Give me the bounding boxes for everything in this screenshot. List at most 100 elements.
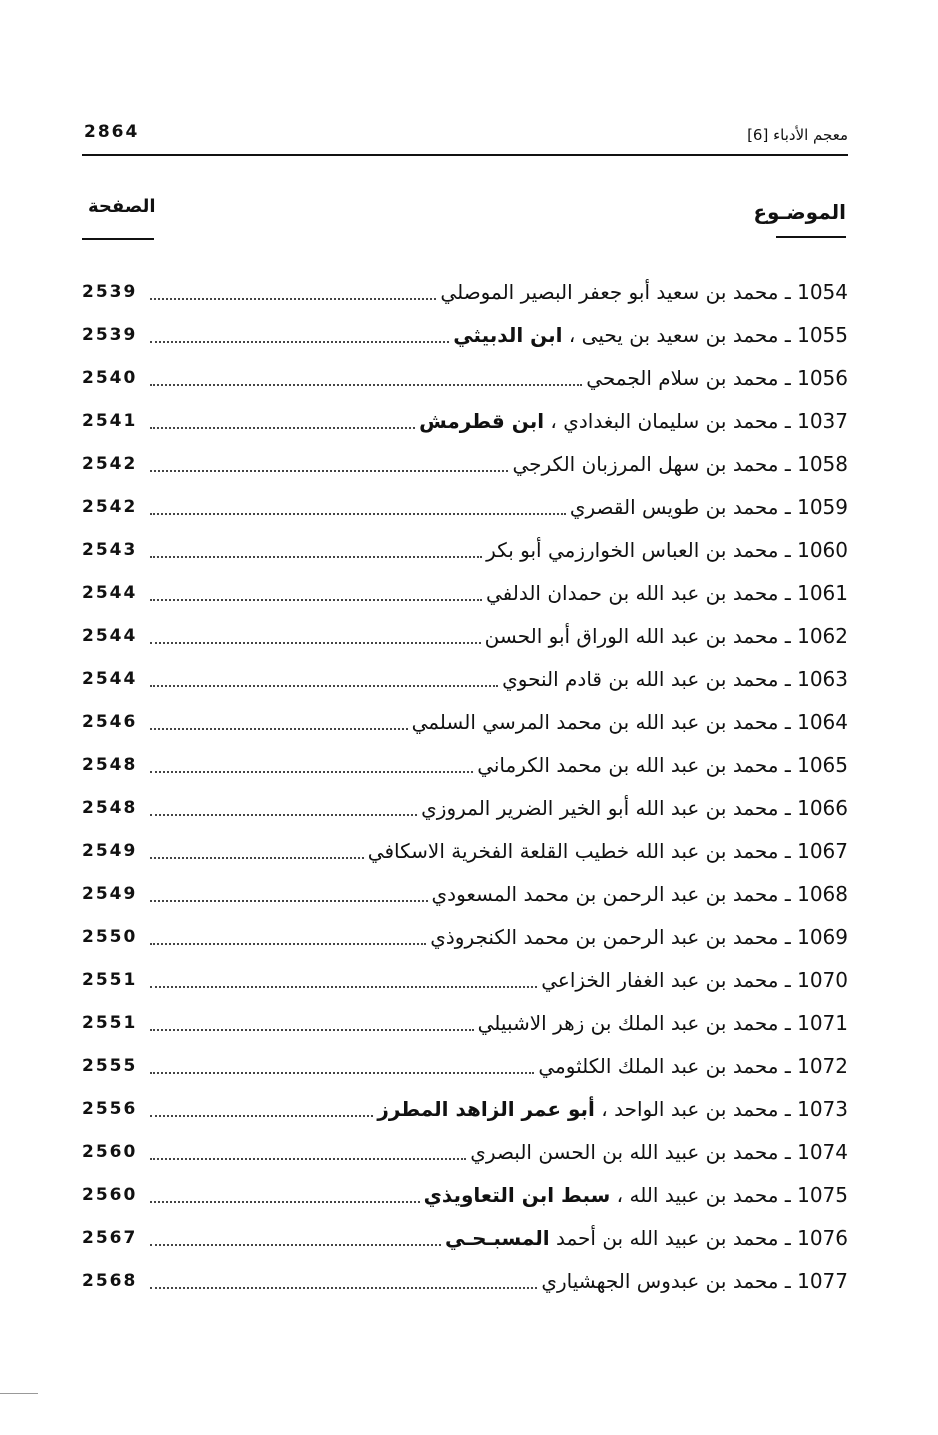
entry-page: 2546 bbox=[82, 711, 138, 732]
entry-number: 1073 bbox=[797, 1096, 848, 1121]
entry-page: 2544 bbox=[82, 582, 138, 603]
entry-text: 1073 ـ محمد بن عبد الواحد ، أبو عمر الزا… bbox=[377, 1096, 848, 1121]
entry-number: 1060 bbox=[797, 537, 848, 562]
entry-page: 2541 bbox=[82, 410, 138, 431]
entry-page: 2560 bbox=[82, 1184, 138, 1205]
header-rule bbox=[82, 154, 848, 156]
entry-page: 2549 bbox=[82, 840, 138, 861]
entry-text: 1077 ـ محمد بن عبدوس الجهشياري bbox=[541, 1268, 848, 1293]
dot-leader bbox=[150, 671, 499, 687]
entry-page: 2551 bbox=[82, 1012, 138, 1033]
dot-leader bbox=[150, 1101, 374, 1117]
entry-number: 1066 bbox=[797, 795, 848, 820]
entry-number: 1067 bbox=[797, 838, 848, 863]
toc-entry: 1064 ـ محمد بن عبد الله بن محمد المرسي ا… bbox=[82, 700, 848, 743]
entry-text: 1063 ـ محمد بن عبد الله بن قادم النحوي bbox=[502, 666, 848, 691]
entry-title: محمد بن عبيد الله بن أحمد bbox=[549, 1225, 779, 1250]
entry-page: 2543 bbox=[82, 539, 138, 560]
entry-title: محمد بن عبيد الله ، bbox=[610, 1182, 779, 1207]
entry-page: 2551 bbox=[82, 969, 138, 990]
toc-entry: 1068 ـ محمد بن عبد الرحمن بن محمد المسعو… bbox=[82, 872, 848, 915]
page-number: 2864 bbox=[84, 122, 140, 142]
entry-title: محمد بن عبيد الله بن الحسن البصري bbox=[470, 1139, 779, 1164]
entry-title: محمد بن سهل المرزبان الكرجي bbox=[512, 451, 779, 476]
toc-entry: 1061 ـ محمد بن عبد الله بن حمدان الدلفي 2… bbox=[82, 571, 848, 614]
dot-leader bbox=[150, 370, 583, 386]
dot-leader bbox=[150, 886, 428, 902]
dot-leader bbox=[150, 628, 481, 644]
entry-text: 1037 ـ محمد بن سليمان البغدادي ، ابن قطر… bbox=[419, 408, 848, 433]
entry-page: 2548 bbox=[82, 754, 138, 775]
entry-page: 2542 bbox=[82, 496, 138, 517]
topic-heading-underline bbox=[776, 236, 846, 238]
entry-number: 1064 bbox=[797, 709, 848, 734]
topic-column-heading: الموضـوع bbox=[753, 200, 846, 224]
page-heading-underline bbox=[82, 238, 154, 240]
toc-list: 1054 ـ محمد بن سعيد أبو جعفر البصير المو… bbox=[82, 270, 848, 1302]
entry-title: محمد بن عبد الرحمن بن محمد المسعودي bbox=[431, 881, 779, 906]
entry-page: 2567 bbox=[82, 1227, 138, 1248]
dot-leader bbox=[150, 327, 450, 343]
entry-number: 1063 bbox=[797, 666, 848, 691]
toc-entry: 1072 ـ محمد بن عبد الملك الكلثومي 2555 bbox=[82, 1044, 848, 1087]
toc-entry: 1037 ـ محمد بن سليمان البغدادي ، ابن قطر… bbox=[82, 399, 848, 442]
entry-title-bold: ابن قطرمش bbox=[419, 408, 545, 433]
dot-leader bbox=[150, 757, 474, 773]
entry-title: محمد بن عبدوس الجهشياري bbox=[541, 1268, 779, 1293]
entry-title: محمد بن عبد الله بن محمد المرسي السلمي bbox=[411, 709, 779, 734]
entry-number: 1062 bbox=[797, 623, 848, 648]
entry-title: محمد بن عبد الواحد ، bbox=[594, 1096, 779, 1121]
entry-number: 1070 bbox=[797, 967, 848, 992]
entry-text: 1061 ـ محمد بن عبد الله بن حمدان الدلفي bbox=[485, 580, 848, 605]
entry-number: 1058 bbox=[797, 451, 848, 476]
entry-title-bold: المسبـحـي bbox=[445, 1225, 550, 1250]
entry-title: محمد بن عبد الرحمن بن محمد الكنجروذي bbox=[430, 924, 779, 949]
entry-page: 2539 bbox=[82, 324, 138, 345]
entry-title: محمد بن عبد الغفار الخزاعي bbox=[541, 967, 779, 992]
dot-leader bbox=[150, 1187, 420, 1203]
toc-entry: 1069 ـ محمد بن عبد الرحمن بن محمد الكنجر… bbox=[82, 915, 848, 958]
entry-page: 2550 bbox=[82, 926, 138, 947]
dot-leader bbox=[150, 456, 509, 472]
toc-entry: 1076 ـ محمد بن عبيد الله بن أحمد المسبـح… bbox=[82, 1216, 848, 1259]
dot-leader bbox=[150, 1230, 442, 1246]
entry-text: 1067 ـ محمد بن عبد الله خطيب القلعة الفخ… bbox=[367, 838, 848, 863]
entry-text: 1076 ـ محمد بن عبيد الله بن أحمد المسبـح… bbox=[445, 1225, 848, 1250]
entry-page: 2556 bbox=[82, 1098, 138, 1119]
entry-text: 1058 ـ محمد بن سهل المرزبان الكرجي bbox=[512, 451, 848, 476]
dot-leader bbox=[150, 1144, 467, 1160]
dot-leader bbox=[150, 843, 364, 859]
entry-title: محمد بن العباس الخوارزمي أبو بكر bbox=[486, 537, 779, 562]
entry-text: 1075 ـ محمد بن عبيد الله ، سبط ابن التعا… bbox=[423, 1182, 848, 1207]
entry-title-bold: سبط ابن التعاويذي bbox=[423, 1182, 611, 1207]
toc-entry: 1063 ـ محمد بن عبد الله بن قادم النحوي 25… bbox=[82, 657, 848, 700]
toc-entry: 1077 ـ محمد بن عبدوس الجهشياري 2568 bbox=[82, 1259, 848, 1302]
toc-entry: 1066 ـ محمد بن عبد الله أبو الخير الضرير… bbox=[82, 786, 848, 829]
toc-entry: 1058 ـ محمد بن سهل المرزبان الكرجي 2542 bbox=[82, 442, 848, 485]
dot-leader bbox=[150, 284, 437, 300]
entry-number: 1059 bbox=[797, 494, 848, 519]
entry-title: محمد بن عبد الله الوراق أبو الحسن bbox=[484, 623, 779, 648]
entry-text: 1072 ـ محمد بن عبد الملك الكلثومي bbox=[538, 1053, 848, 1078]
toc-entry: 1065 ـ محمد بن عبد الله بن محمد الكرماني… bbox=[82, 743, 848, 786]
entry-text: 1062 ـ محمد بن عبد الله الوراق أبو الحسن bbox=[484, 623, 848, 648]
entry-title: محمد بن عبد الله بن قادم النحوي bbox=[502, 666, 779, 691]
entry-number: 1069 bbox=[797, 924, 848, 949]
dot-leader bbox=[150, 585, 482, 601]
toc-entry: 1073 ـ محمد بن عبد الواحد ، أبو عمر الزا… bbox=[82, 1087, 848, 1130]
entry-number: 1061 bbox=[797, 580, 848, 605]
entry-text: 1064 ـ محمد بن عبد الله بن محمد المرسي ا… bbox=[411, 709, 848, 734]
dot-leader bbox=[150, 413, 416, 429]
entry-number: 1076 bbox=[797, 1225, 848, 1250]
entry-title: محمد بن عبد الملك بن زهر الاشبيلي bbox=[477, 1010, 779, 1035]
entry-page: 2539 bbox=[82, 281, 138, 302]
entry-text: 1055 ـ محمد بن سعيد بن يحيى ، ابن الدبيث… bbox=[453, 322, 848, 347]
dot-leader bbox=[150, 542, 483, 558]
entry-title: محمد بن سلام الجمحي bbox=[586, 365, 779, 390]
entry-text: 1065 ـ محمد بن عبد الله بن محمد الكرماني bbox=[477, 752, 848, 777]
toc-entry: 1055 ـ محمد بن سعيد بن يحيى ، ابن الدبيث… bbox=[82, 313, 848, 356]
entry-text: 1056 ـ محمد بن سلام الجمحي bbox=[586, 365, 848, 390]
entry-number: 1074 bbox=[797, 1139, 848, 1164]
entry-title-bold: ابن الدبيثي bbox=[453, 322, 563, 347]
page-column-heading: الصفحة bbox=[88, 196, 156, 217]
